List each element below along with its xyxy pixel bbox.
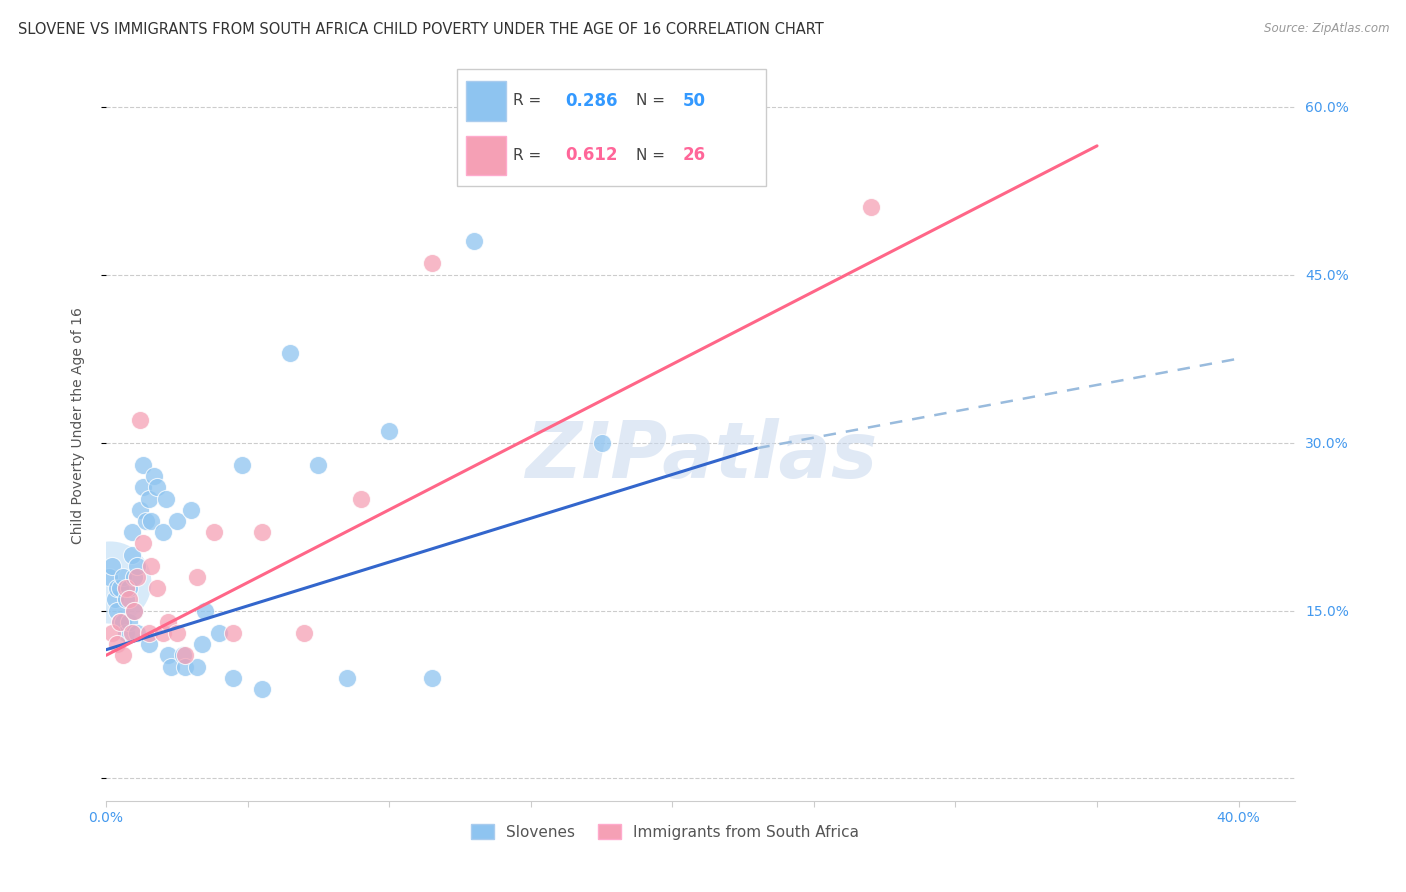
Point: [378, 425, 401, 439]
Point: [112, 615, 135, 629]
Point: [115, 581, 138, 595]
Point: [138, 626, 160, 640]
Point: [194, 603, 217, 617]
Point: [157, 615, 180, 629]
Point: [135, 514, 157, 528]
Point: [157, 648, 180, 663]
Text: SLOVENE VS IMMIGRANTS FROM SOUTH AFRICA CHILD POVERTY UNDER THE AGE OF 16 CORREL: SLOVENE VS IMMIGRANTS FROM SOUTH AFRICA …: [18, 22, 824, 37]
Point: [292, 626, 315, 640]
Point: [160, 659, 183, 673]
Point: [121, 548, 143, 562]
Point: [115, 592, 138, 607]
Point: [129, 413, 152, 427]
Text: Source: ZipAtlas.com: Source: ZipAtlas.com: [1264, 22, 1389, 36]
Point: [166, 514, 188, 528]
Point: [202, 525, 225, 540]
Point: [112, 570, 135, 584]
Point: [105, 603, 128, 617]
Legend: Slovenes, Immigrants from South Africa: Slovenes, Immigrants from South Africa: [465, 818, 865, 846]
Point: [115, 626, 138, 640]
Point: [463, 234, 485, 248]
Point: [138, 491, 160, 506]
Point: [138, 637, 160, 651]
Point: [166, 626, 188, 640]
Point: [110, 581, 132, 595]
Point: [132, 480, 155, 494]
Point: [97, 570, 120, 584]
Point: [118, 592, 141, 607]
Point: [100, 558, 122, 573]
Point: [112, 648, 135, 663]
Point: [208, 626, 231, 640]
Point: [336, 671, 359, 685]
Point: [420, 256, 443, 270]
Point: [124, 603, 146, 617]
Point: [100, 626, 122, 640]
Point: [127, 626, 149, 640]
Point: [186, 659, 208, 673]
Point: [350, 491, 373, 506]
Point: [110, 615, 132, 629]
Point: [121, 525, 143, 540]
Point: [118, 615, 141, 629]
Y-axis label: Child Poverty Under the Age of 16: Child Poverty Under the Age of 16: [72, 308, 86, 544]
Point: [146, 581, 169, 595]
Point: [98, 575, 121, 590]
Point: [105, 581, 128, 595]
Point: [250, 525, 273, 540]
Point: [174, 659, 197, 673]
Point: [155, 491, 177, 506]
Point: [124, 603, 146, 617]
Point: [172, 648, 194, 663]
Point: [127, 570, 149, 584]
Point: [132, 536, 155, 550]
Point: [118, 581, 141, 595]
Point: [591, 435, 613, 450]
Point: [105, 637, 128, 651]
Point: [222, 626, 245, 640]
Point: [191, 637, 214, 651]
Point: [307, 458, 329, 472]
Point: [132, 458, 155, 472]
Point: [146, 480, 169, 494]
Point: [121, 626, 143, 640]
Point: [141, 558, 163, 573]
Point: [152, 525, 174, 540]
Point: [420, 671, 443, 685]
Point: [278, 346, 301, 360]
Point: [231, 458, 253, 472]
Point: [127, 558, 149, 573]
Point: [143, 469, 166, 483]
Point: [859, 201, 882, 215]
Point: [152, 626, 174, 640]
Point: [174, 648, 197, 663]
Point: [110, 615, 132, 629]
Point: [180, 502, 202, 516]
Text: ZIPatlas: ZIPatlas: [524, 417, 877, 494]
Point: [141, 514, 163, 528]
Point: [103, 592, 125, 607]
Point: [186, 570, 208, 584]
Point: [124, 570, 146, 584]
Point: [250, 681, 273, 696]
Point: [129, 502, 152, 516]
Point: [222, 671, 245, 685]
